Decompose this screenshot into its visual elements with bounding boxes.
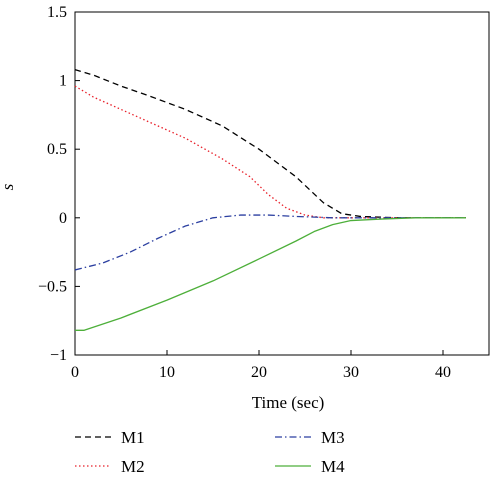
y-tick-label: −0.5: [38, 278, 67, 295]
legend-label-m2: M2: [121, 457, 145, 476]
x-tick-label: 20: [251, 364, 267, 381]
y-tick-labels: −1 −0.5 0 0.5 1 1.5: [38, 4, 67, 364]
y-tick-label: 0: [59, 210, 67, 227]
y-tick-label: −1: [50, 347, 67, 364]
legend-label-m1: M1: [121, 428, 145, 447]
series-line-m2: [74, 85, 466, 219]
y-axis-title: s: [0, 183, 17, 190]
y-tick-label: 1.5: [47, 4, 67, 21]
x-tick-labels: 0 10 20 30 40: [71, 364, 451, 381]
legend-label-m3: M3: [321, 428, 345, 447]
axis-ticks: [74, 11, 444, 356]
series-line-m4: [75, 217, 466, 331]
x-tick-label: 10: [159, 364, 175, 381]
x-tick-label: 0: [71, 364, 79, 381]
x-axis-title: Time (sec): [252, 393, 325, 412]
legend-label-m4: M4: [321, 457, 345, 476]
legend: M1 M2 M3 M4: [75, 428, 345, 476]
y-tick-label: 0.5: [47, 141, 67, 158]
x-tick-label: 30: [343, 364, 359, 381]
series-line-m1: [74, 68, 466, 219]
y-tick-label: 1: [59, 73, 67, 90]
series-line-m3: [74, 214, 466, 271]
plot-frame: [74, 11, 490, 356]
x-tick-label: 40: [435, 364, 451, 381]
series-lines: [74, 68, 466, 331]
